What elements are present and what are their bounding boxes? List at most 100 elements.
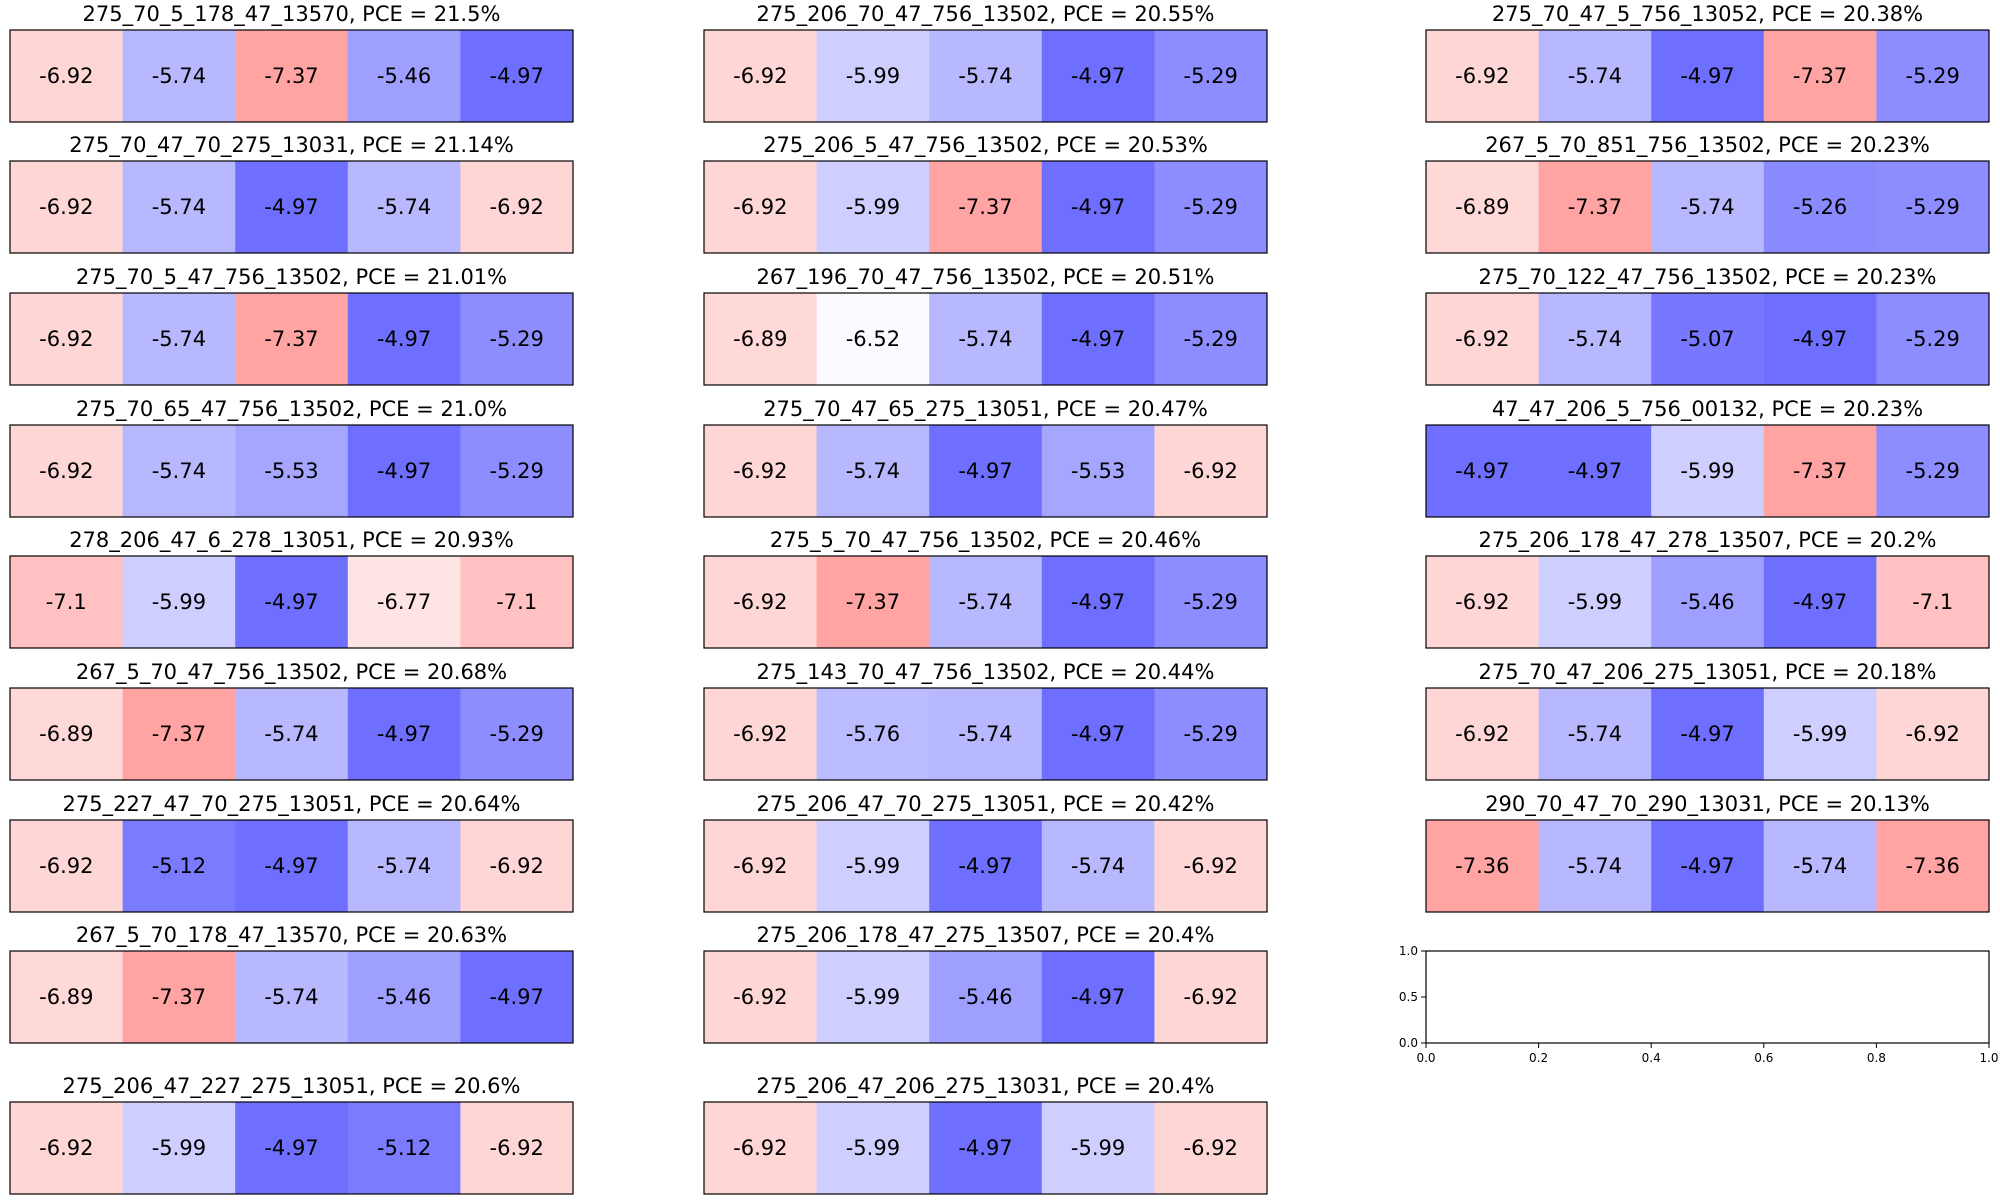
panel-title: 278_206_47_6_278_13051, PCE = 20.93% (69, 528, 514, 553)
heatmap-cell (1876, 556, 1990, 648)
heatmap-cell (1041, 556, 1155, 648)
heatmap-cell (122, 1102, 236, 1194)
panel-frame (9, 160, 574, 254)
panel-frame (9, 29, 574, 123)
cell-value-label: -6.92 (490, 854, 544, 878)
panel-frame (9, 292, 574, 386)
heatmap-cell (1426, 688, 1539, 780)
cell-value-label: -7.37 (1793, 64, 1847, 88)
heatmap-cell (235, 688, 349, 780)
cell-value-label: -4.97 (1071, 195, 1125, 219)
heatmap-cell (1763, 161, 1877, 253)
heatmap-cell (704, 688, 817, 780)
cell-value-label: -4.97 (264, 590, 318, 614)
heatmap-cell (460, 1102, 574, 1194)
panel-title: 275_70_65_47_756_13502, PCE = 21.0% (76, 397, 507, 422)
cell-value-label: -5.99 (846, 64, 900, 88)
cell-value-label: -6.92 (1455, 590, 1509, 614)
cell-value-label: -6.92 (1184, 459, 1238, 483)
heatmap-cell (122, 293, 236, 385)
cell-value-label: -7.37 (264, 64, 318, 88)
heatmap-panel-25: 275_206_47_227_275_13051, PCE = 20.6% -6.… (9, 1074, 574, 1195)
cell-value-label: -5.53 (1071, 459, 1125, 483)
heatmap-cell (347, 161, 461, 253)
heatmap-cell (460, 820, 574, 912)
x-tick-label: 0.0 (1416, 1051, 1435, 1065)
heatmap-cell (929, 161, 1043, 253)
cell-value-label: -4.97 (264, 854, 318, 878)
panel-title: 275_206_47_227_275_13051, PCE = 20.6% (63, 1074, 521, 1099)
cell-value-label: -6.89 (39, 985, 93, 1009)
heatmap-cell (1041, 425, 1155, 517)
heatmap-cell (1041, 688, 1155, 780)
panel-frame (1425, 555, 1990, 649)
panel-frame (9, 555, 574, 649)
heatmap-cell (10, 30, 123, 122)
heatmap-cell (460, 161, 574, 253)
cell-value-label: -4.97 (958, 854, 1012, 878)
panel-frame (703, 950, 1268, 1044)
cell-value-label: -7.37 (958, 195, 1012, 219)
heatmap-cell (347, 1102, 461, 1194)
heatmap-cell (1538, 820, 1652, 912)
panel-title: 275_70_47_70_275_13031, PCE = 21.14% (69, 133, 514, 158)
panel-frame (9, 1101, 574, 1195)
panel-title: 267_5_70_178_47_13570, PCE = 20.63% (76, 923, 507, 948)
panel-frame (1425, 292, 1990, 386)
panel-frame (1425, 819, 1990, 913)
cell-value-label: -7.36 (1906, 854, 1960, 878)
cell-value-label: -5.53 (264, 459, 318, 483)
panel-frame (1425, 160, 1990, 254)
panel-title: 275_206_5_47_756_13502, PCE = 20.53% (763, 133, 1208, 158)
heatmap-cell (235, 30, 349, 122)
cell-value-label: -4.97 (1071, 722, 1125, 746)
heatmap-cell (235, 1102, 349, 1194)
panel-frame (703, 292, 1268, 386)
x-tick-label: 0.6 (1754, 1051, 1773, 1065)
heatmap-cell (460, 425, 574, 517)
panel-title: 267_5_70_47_756_13502, PCE = 20.68% (76, 660, 507, 685)
heatmap-cell (1041, 30, 1155, 122)
heatmap-panel-6: 267_5_70_851_756_13502, PCE = 20.23% -6.8… (1425, 133, 1990, 254)
heatmap-cell (10, 293, 123, 385)
heatmap-cell (122, 425, 236, 517)
heatmap-panel-7: 275_70_5_47_756_13502, PCE = 21.01% -6.92… (9, 265, 574, 386)
cell-value-label: -6.92 (1455, 64, 1509, 88)
axes-frame (1425, 950, 1990, 1044)
heatmap-cell (1041, 951, 1155, 1043)
cell-value-label: -5.74 (958, 327, 1012, 351)
heatmap-cell (1538, 161, 1652, 253)
heatmap-cell (1876, 688, 1990, 780)
cell-value-label: -5.99 (1680, 459, 1734, 483)
heatmap-cell (1426, 820, 1539, 912)
heatmap-cell (1426, 293, 1539, 385)
cell-value-label: -6.92 (1455, 722, 1509, 746)
cell-value-label: -5.29 (1184, 590, 1238, 614)
heatmap-cell (1876, 30, 1990, 122)
heatmap-cell (460, 556, 574, 648)
heatmap-cell (816, 1102, 930, 1194)
cell-value-label: -6.92 (733, 722, 787, 746)
cell-value-label: -6.92 (39, 854, 93, 878)
heatmap-panel-5: 275_206_5_47_756_13502, PCE = 20.53% -6.9… (703, 133, 1268, 254)
heatmap-cell (704, 951, 817, 1043)
cell-value-label: -7.1 (496, 590, 537, 614)
cell-value-label: -5.99 (1568, 590, 1622, 614)
cell-value-label: -5.74 (958, 64, 1012, 88)
cell-value-label: -4.97 (958, 459, 1012, 483)
heatmap-cell (1154, 30, 1268, 122)
heatmap-cell (1538, 30, 1652, 122)
cell-value-label: -5.29 (1184, 195, 1238, 219)
heatmap-cell (1426, 161, 1539, 253)
heatmap-panel-22: 267_5_70_178_47_13570, PCE = 20.63% -6.89… (9, 923, 574, 1044)
cell-value-label: -6.89 (733, 327, 787, 351)
heatmap-cell (460, 688, 574, 780)
cell-value-label: -7.37 (152, 985, 206, 1009)
cell-value-label: -5.99 (846, 854, 900, 878)
heatmap-cell (1041, 820, 1155, 912)
heatmap-cell (704, 30, 817, 122)
heatmap-cell (1651, 688, 1765, 780)
heatmap-cell (704, 820, 817, 912)
panel-title: 267_5_70_851_756_13502, PCE = 20.23% (1485, 133, 1930, 158)
cell-value-label: -5.74 (1793, 854, 1847, 878)
